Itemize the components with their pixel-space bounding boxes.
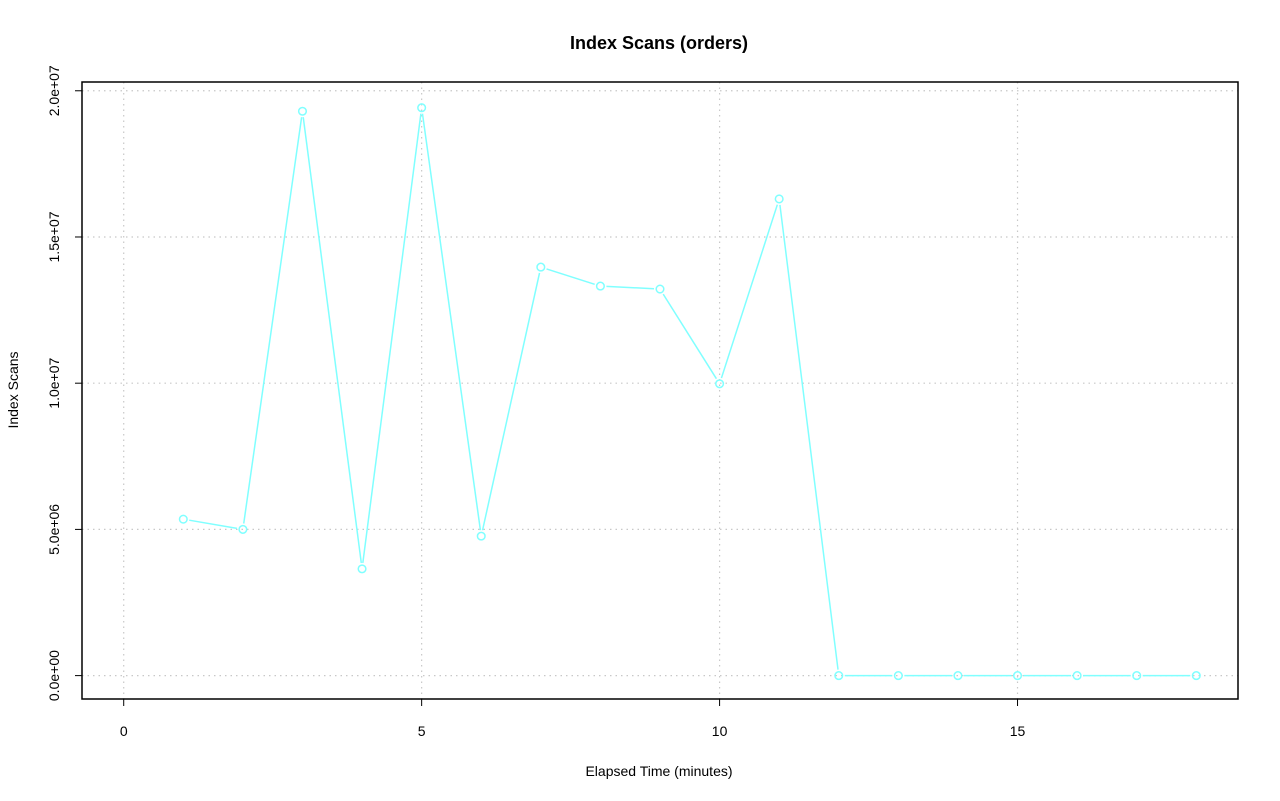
axes: 0 5 10 15 0.0e+00 5.0e+06 1.0e+07 1.5e+07 2.0e+0… xyxy=(46,65,1026,739)
y-tick-label: 1.5e+07 xyxy=(46,211,62,262)
x-tick-label: 5 xyxy=(418,723,426,739)
y-axis-label: Index Scans xyxy=(5,351,21,428)
y-tick-label: 2.0e+07 xyxy=(46,65,62,116)
data-point xyxy=(536,262,546,272)
chart-title: Index Scans (orders) xyxy=(570,33,748,53)
series-line-segment xyxy=(242,117,303,524)
data-point xyxy=(238,524,248,534)
x-tick-label: 0 xyxy=(120,723,128,739)
grid xyxy=(82,82,1238,699)
series-line-segment xyxy=(302,117,363,564)
x-tick-label: 15 xyxy=(1010,723,1026,739)
y-tick-label: 5.0e+06 xyxy=(46,504,62,555)
data-point xyxy=(1072,671,1082,681)
series-line-segment xyxy=(662,293,718,380)
data-point xyxy=(655,284,665,294)
series-line-segment xyxy=(546,268,595,285)
data-point xyxy=(1132,671,1142,681)
data-point xyxy=(1191,671,1201,681)
series-line-segment xyxy=(362,113,422,564)
data-point xyxy=(953,671,963,681)
data-point xyxy=(893,671,903,681)
data-point xyxy=(834,671,844,681)
series-line-segment xyxy=(481,272,541,531)
series-line-segment xyxy=(606,285,655,290)
series-line-segment xyxy=(421,113,482,531)
data-point xyxy=(417,103,427,113)
series xyxy=(178,103,1201,681)
series-line-segment xyxy=(720,204,779,379)
data-point xyxy=(774,194,784,204)
plot-frame xyxy=(81,81,1239,700)
data-point xyxy=(178,514,188,524)
data-point xyxy=(357,564,367,574)
data-point xyxy=(476,531,486,541)
x-tick-label: 10 xyxy=(712,723,728,739)
y-tick-label: 1.0e+07 xyxy=(46,357,62,408)
series-line-segment xyxy=(189,519,238,530)
series-line-segment xyxy=(779,204,839,670)
data-point xyxy=(715,379,725,389)
data-point xyxy=(595,281,605,291)
x-axis-label: Elapsed Time (minutes) xyxy=(585,763,732,779)
data-point xyxy=(1012,671,1023,681)
data-point xyxy=(297,106,308,116)
y-tick-label: 0.0e+00 xyxy=(46,650,62,701)
